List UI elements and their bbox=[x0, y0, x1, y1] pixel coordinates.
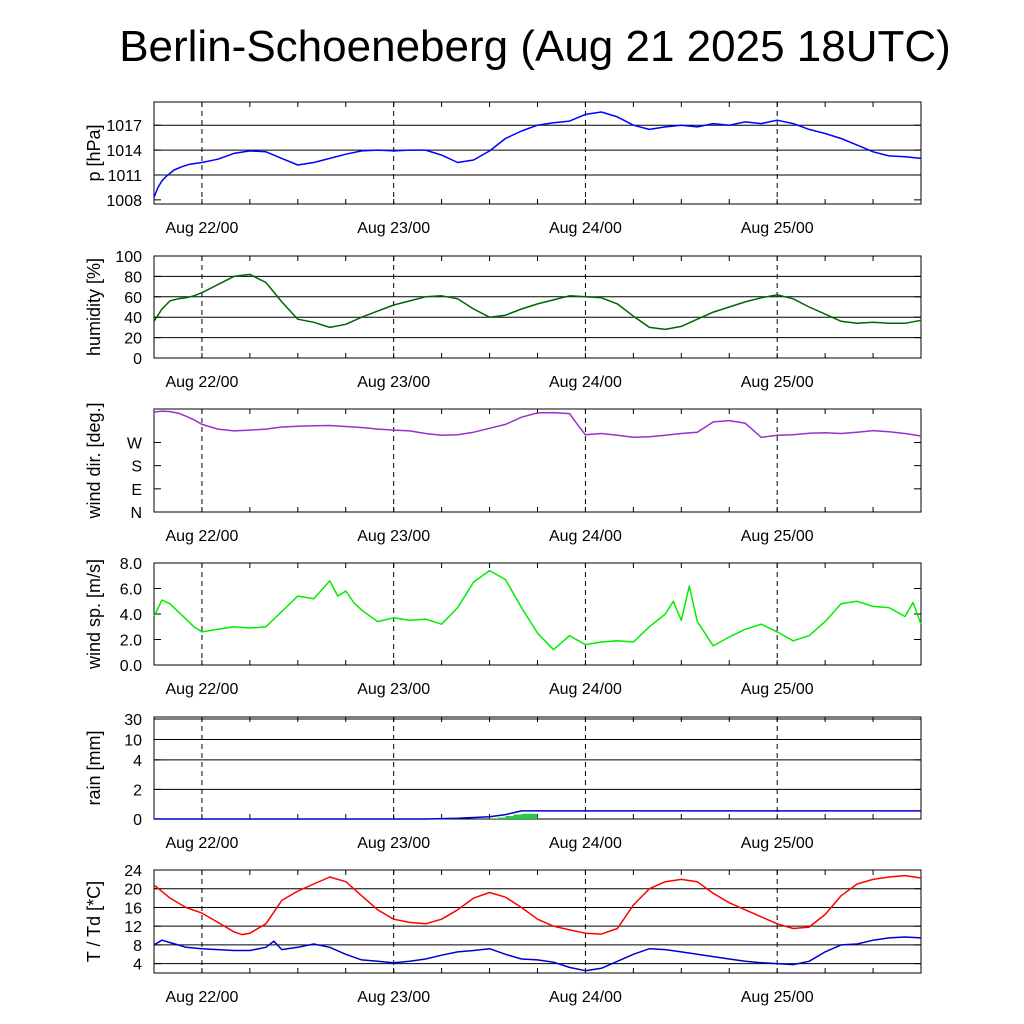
x-tick-label-5-1: Aug 23/00 bbox=[357, 989, 430, 1006]
x-tick-label-0-1: Aug 23/00 bbox=[357, 220, 430, 237]
x-tick-label-5-3: Aug 25/00 bbox=[741, 989, 814, 1006]
x-tick-label-0-3: Aug 25/00 bbox=[741, 220, 814, 237]
y-tick-label-4-2: 4 bbox=[133, 753, 142, 770]
axis-title-0: p [hPa] bbox=[84, 124, 104, 181]
panel-frame-1 bbox=[153, 255, 922, 359]
y-tick-label-5-0: 4 bbox=[133, 957, 142, 974]
x-tick-label-1-1: Aug 23/00 bbox=[357, 374, 430, 391]
x-tick-label-0-0: Aug 22/00 bbox=[165, 220, 238, 237]
y-tick-label-0-3: 1017 bbox=[106, 118, 142, 135]
rain-bar-1 bbox=[497, 817, 506, 819]
series-line-1-0 bbox=[153, 273, 922, 331]
x-tick-label-3-0: Aug 22/00 bbox=[165, 681, 238, 698]
series-line-0-0 bbox=[153, 111, 922, 198]
y-tick-label-2-3: W bbox=[127, 435, 143, 452]
x-tick-label-5-0: Aug 22/00 bbox=[165, 989, 238, 1006]
panel-frame-3 bbox=[153, 562, 922, 666]
y-tick-label-1-4: 80 bbox=[124, 269, 142, 286]
y-tick-label-3-4: 8.0 bbox=[120, 556, 142, 573]
x-tick-label-5-2: Aug 24/00 bbox=[549, 989, 622, 1006]
panel-frame-2 bbox=[153, 408, 922, 513]
rain-bar-3 bbox=[513, 814, 522, 819]
y-tick-label-0-0: 1008 bbox=[106, 193, 142, 210]
axis-title-5: T / Td [*C] bbox=[84, 881, 104, 962]
series-line-4-0 bbox=[154, 810, 921, 820]
y-tick-label-3-3: 6.0 bbox=[120, 582, 142, 599]
panel-frame-4 bbox=[153, 716, 922, 820]
y-tick-label-1-2: 40 bbox=[124, 310, 142, 327]
y-tick-label-0-1: 1011 bbox=[108, 168, 143, 185]
y-tick-label-0-2: 1014 bbox=[106, 143, 142, 160]
x-tick-label-4-1: Aug 23/00 bbox=[357, 835, 430, 852]
x-tick-label-4-0: Aug 22/00 bbox=[165, 835, 238, 852]
x-tick-label-3-2: Aug 24/00 bbox=[549, 681, 622, 698]
x-tick-label-1-2: Aug 24/00 bbox=[549, 374, 622, 391]
x-tick-label-2-2: Aug 24/00 bbox=[549, 528, 622, 545]
x-tick-label-1-3: Aug 25/00 bbox=[741, 374, 814, 391]
rain-bar-5 bbox=[529, 813, 538, 819]
axis-title-4: rain [mm] bbox=[84, 730, 104, 805]
series-line-5-0 bbox=[153, 874, 922, 936]
axis-title-1: humidity [%] bbox=[84, 258, 104, 356]
series-line-3-0 bbox=[153, 569, 922, 651]
x-tick-label-2-3: Aug 25/00 bbox=[741, 528, 814, 545]
x-tick-label-1-0: Aug 22/00 bbox=[165, 374, 238, 391]
y-tick-label-4-0: 0 bbox=[133, 812, 142, 829]
y-tick-label-3-0: 0.0 bbox=[120, 658, 142, 675]
y-tick-label-5-2: 12 bbox=[124, 919, 142, 936]
x-tick-label-4-2: Aug 24/00 bbox=[549, 835, 622, 852]
y-tick-label-5-3: 16 bbox=[124, 900, 142, 917]
rain-bar-0 bbox=[489, 818, 498, 819]
y-tick-label-4-4: 30 bbox=[124, 712, 142, 729]
y-tick-label-5-1: 8 bbox=[133, 938, 142, 955]
rain-bar-2 bbox=[505, 816, 514, 819]
y-tick-label-1-0: 0 bbox=[133, 351, 142, 368]
x-tick-label-4-3: Aug 25/00 bbox=[741, 835, 814, 852]
y-tick-label-4-3: 10 bbox=[124, 732, 142, 749]
y-tick-label-5-4: 20 bbox=[124, 882, 142, 899]
y-tick-label-1-1: 20 bbox=[124, 331, 142, 348]
y-tick-label-1-3: 60 bbox=[124, 290, 142, 307]
y-tick-label-3-2: 4.0 bbox=[120, 607, 142, 624]
axis-title-3: wind sp. [m/s] bbox=[84, 559, 104, 670]
axis-title-2: wind dir. [deg.] bbox=[84, 402, 104, 519]
x-tick-label-3-3: Aug 25/00 bbox=[741, 681, 814, 698]
series-line-2-0 bbox=[153, 410, 922, 439]
page-title: Berlin-Schoeneberg (Aug 21 2025 18UTC) bbox=[119, 22, 951, 71]
x-tick-label-2-1: Aug 23/00 bbox=[357, 528, 430, 545]
x-tick-label-0-2: Aug 24/00 bbox=[549, 220, 622, 237]
x-tick-label-3-1: Aug 23/00 bbox=[357, 681, 430, 698]
series-line-5-1 bbox=[153, 936, 922, 972]
y-tick-label-5-5: 24 bbox=[124, 863, 142, 880]
rain-bar-4 bbox=[521, 813, 530, 819]
x-tick-label-2-0: Aug 22/00 bbox=[165, 528, 238, 545]
y-tick-label-4-1: 2 bbox=[133, 782, 142, 799]
y-tick-label-2-0: N bbox=[130, 505, 142, 522]
panel-frame-5 bbox=[153, 869, 922, 974]
y-tick-label-3-1: 2.0 bbox=[120, 633, 142, 650]
y-tick-label-2-2: S bbox=[131, 459, 142, 476]
y-tick-label-2-1: E bbox=[131, 482, 142, 499]
y-tick-label-1-5: 100 bbox=[115, 249, 142, 266]
